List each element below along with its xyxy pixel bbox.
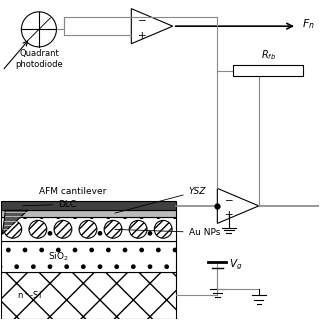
Text: Quadrant
photodiode: Quadrant photodiode — [15, 50, 63, 69]
Text: DLC: DLC — [23, 200, 76, 209]
Text: $+$: $+$ — [224, 209, 233, 220]
Circle shape — [21, 12, 56, 47]
Polygon shape — [217, 188, 259, 223]
Circle shape — [29, 220, 47, 238]
Text: $F_n$: $F_n$ — [302, 18, 315, 31]
Bar — [1, 241, 176, 271]
Bar — [1, 201, 176, 210]
Text: AFM cantilever: AFM cantilever — [39, 187, 106, 196]
Circle shape — [54, 220, 72, 238]
Circle shape — [79, 220, 97, 238]
Text: Au NPs: Au NPs — [115, 228, 220, 237]
Circle shape — [154, 220, 172, 238]
Bar — [233, 65, 303, 76]
Polygon shape — [2, 210, 28, 234]
Bar — [1, 271, 176, 319]
Text: $R_{fb}$: $R_{fb}$ — [261, 48, 276, 62]
Text: SiO$_2$: SiO$_2$ — [49, 250, 69, 263]
Text: $V_g$: $V_g$ — [228, 258, 242, 272]
Bar — [1, 210, 176, 217]
Text: YSZ: YSZ — [115, 187, 206, 213]
Circle shape — [129, 220, 147, 238]
Polygon shape — [131, 9, 173, 44]
Text: $-$: $-$ — [137, 14, 147, 24]
Circle shape — [4, 220, 22, 238]
Bar — [1, 217, 176, 241]
Text: n$^+$-Si: n$^+$-Si — [17, 290, 41, 301]
Text: $-$: $-$ — [224, 194, 233, 204]
Circle shape — [104, 220, 122, 238]
Text: $+$: $+$ — [137, 30, 147, 41]
